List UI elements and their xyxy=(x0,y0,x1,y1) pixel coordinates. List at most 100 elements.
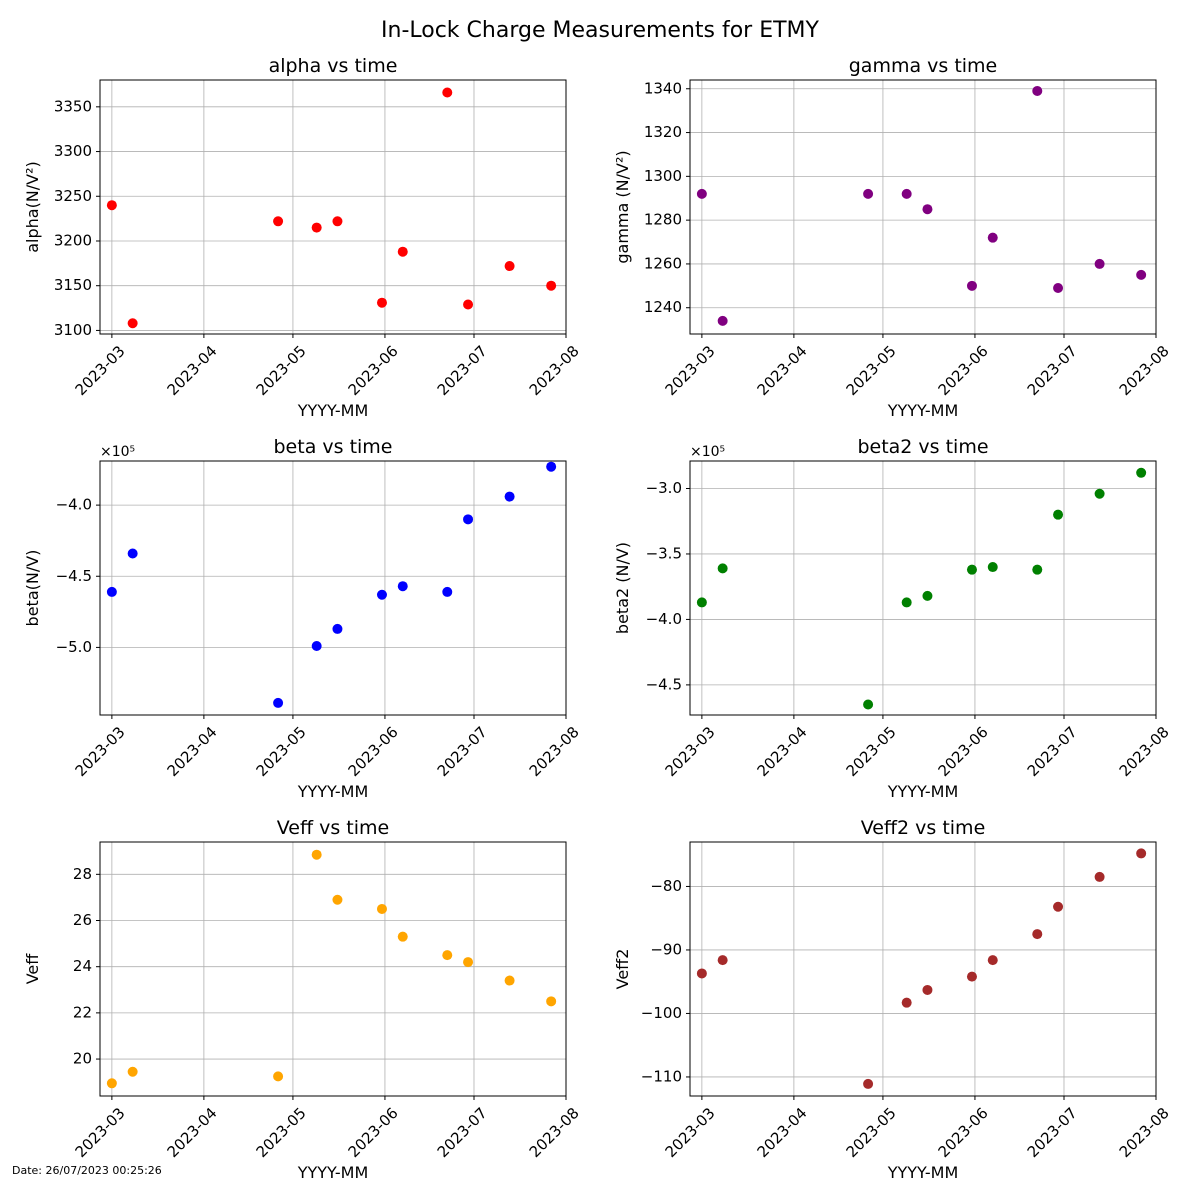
y-tick-label: −4.0 xyxy=(646,610,682,628)
x-tick-label: 2023-08 xyxy=(1116,1104,1173,1161)
data-point xyxy=(717,563,728,574)
y-axis-label: beta(N/V) xyxy=(23,550,42,627)
footer-date: Date: 26/07/2023 00:25:26 xyxy=(12,1164,162,1177)
x-axis-label: YYYY-MM xyxy=(297,782,369,801)
data-point xyxy=(966,564,977,575)
x-tick-label: 2023-06 xyxy=(345,723,402,780)
x-tick-label: 2023-03 xyxy=(662,1104,719,1161)
data-point xyxy=(463,299,474,310)
x-tick-label: 2023-05 xyxy=(253,723,310,780)
data-point xyxy=(397,581,408,592)
x-tick-label: 2023-04 xyxy=(164,342,221,399)
y-tick-label: −80 xyxy=(650,877,682,895)
x-tick-label: 2023-08 xyxy=(526,723,583,780)
x-tick-label: 2023-03 xyxy=(72,1104,129,1161)
data-point xyxy=(546,996,557,1007)
y-tick-label: 1300 xyxy=(644,167,682,185)
data-point xyxy=(966,971,977,982)
data-point xyxy=(311,849,322,860)
data-point xyxy=(987,232,998,243)
y-tick-label: −3.0 xyxy=(646,479,682,497)
data-point xyxy=(332,216,343,227)
data-point xyxy=(1053,901,1064,912)
y-axis-label: beta2 (N/V) xyxy=(613,542,632,634)
x-tick-label: 2023-04 xyxy=(164,1104,221,1161)
axes-frame xyxy=(689,460,1157,716)
y-tick-label: 1260 xyxy=(644,254,682,272)
y-tick-label: 20 xyxy=(73,1050,92,1068)
data-point xyxy=(442,586,453,597)
axes-frame xyxy=(99,79,567,335)
data-point xyxy=(442,950,453,961)
data-point xyxy=(696,597,707,608)
x-tick-label: 2023-06 xyxy=(345,342,402,399)
y-tick-label: 3150 xyxy=(54,276,92,294)
y-tick-label: 24 xyxy=(73,957,92,975)
y-offset-label: ×10⁵ xyxy=(690,444,725,460)
x-tick-label: 2023-08 xyxy=(526,342,583,399)
y-tick-label: −100 xyxy=(641,1004,682,1022)
data-point xyxy=(901,997,912,1008)
panel-title: alpha vs time xyxy=(269,55,398,77)
data-point xyxy=(901,188,912,199)
data-point xyxy=(273,1071,284,1082)
x-tick-label: 2023-06 xyxy=(935,723,992,780)
panel-title: beta2 vs time xyxy=(857,436,988,458)
chart-panel-5: 2023-03 2023-04 2023-05 2023-06 2023-07 2023-… xyxy=(613,817,1173,1182)
data-point xyxy=(901,597,912,608)
data-point xyxy=(1136,467,1147,478)
data-point xyxy=(463,957,474,968)
x-tick-label: 2023-07 xyxy=(434,723,491,780)
data-point xyxy=(546,280,557,291)
panel-title: Veff2 vs time xyxy=(861,817,986,839)
y-tick-label: −90 xyxy=(650,940,682,958)
x-tick-label: 2023-05 xyxy=(253,1104,310,1161)
chart-panel-0: 2023-03 2023-04 2023-05 2023-06 2023-07 2023-… xyxy=(23,55,583,420)
y-tick-label: 3200 xyxy=(54,231,92,249)
y-tick-label: −3.5 xyxy=(646,544,682,562)
data-point xyxy=(717,315,728,326)
data-point xyxy=(332,894,343,905)
y-axis-label: Veff xyxy=(23,953,42,985)
y-tick-label: 3100 xyxy=(54,321,92,339)
data-point xyxy=(273,216,284,227)
y-tick-label: 28 xyxy=(73,865,92,883)
data-point xyxy=(311,222,322,233)
x-tick-label: 2023-03 xyxy=(72,723,129,780)
data-point xyxy=(504,975,515,986)
x-tick-label: 2023-05 xyxy=(843,723,900,780)
x-tick-label: 2023-07 xyxy=(434,342,491,399)
data-point xyxy=(922,590,933,601)
x-tick-label: 2023-08 xyxy=(1116,342,1173,399)
data-point xyxy=(987,562,998,573)
x-tick-label: 2023-05 xyxy=(843,342,900,399)
data-point xyxy=(504,491,515,502)
data-point xyxy=(1053,283,1064,294)
data-point xyxy=(273,697,284,708)
x-tick-label: 2023-03 xyxy=(662,342,719,399)
axes-frame xyxy=(99,460,567,716)
y-tick-label: 22 xyxy=(73,1003,92,1021)
data-point xyxy=(397,931,408,942)
chart-panel-1: 2023-03 2023-04 2023-05 2023-06 2023-07 2023-… xyxy=(613,55,1173,420)
y-tick-label: 1340 xyxy=(644,79,682,97)
panel-title: gamma vs time xyxy=(849,55,998,77)
x-tick-label: 2023-06 xyxy=(345,1104,402,1161)
x-tick-label: 2023-07 xyxy=(434,1104,491,1161)
y-tick-label: −5.0 xyxy=(56,638,92,656)
panel-title: beta vs time xyxy=(274,436,393,458)
data-point xyxy=(376,589,387,600)
data-point xyxy=(397,246,408,257)
data-point xyxy=(922,984,933,995)
y-tick-label: −4.5 xyxy=(56,567,92,585)
y-tick-label: 26 xyxy=(73,911,92,929)
x-tick-label: 2023-03 xyxy=(662,723,719,780)
x-axis-label: YYYY-MM xyxy=(887,1163,959,1182)
data-point xyxy=(696,188,707,199)
data-point xyxy=(1094,258,1105,269)
data-point xyxy=(106,1078,117,1089)
data-point xyxy=(1094,871,1105,882)
chart-panel-3: 2023-03 2023-04 2023-05 2023-06 2023-07 2023-… xyxy=(613,436,1173,801)
x-tick-label: 2023-05 xyxy=(253,342,310,399)
chart-panel-4: 2023-03 2023-04 2023-05 2023-06 2023-07 2023-… xyxy=(23,817,583,1182)
